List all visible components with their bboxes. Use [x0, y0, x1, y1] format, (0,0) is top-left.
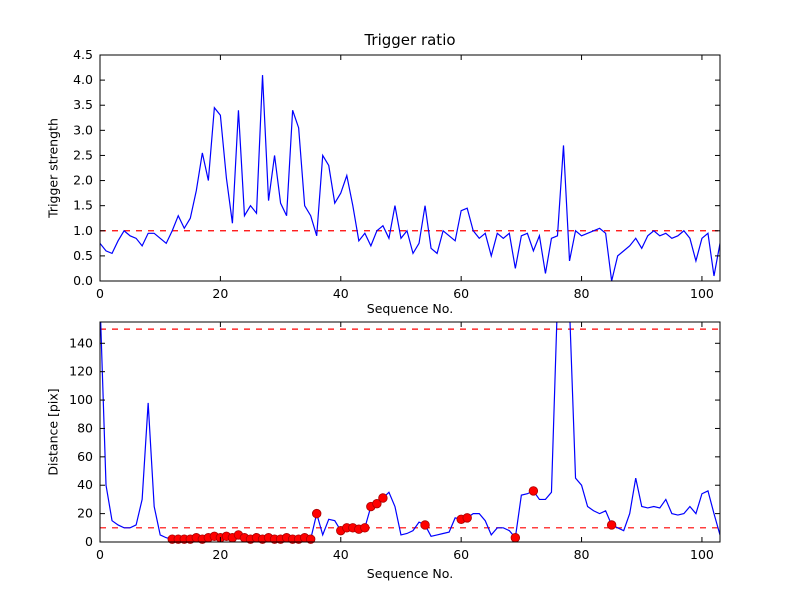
y-tick-label: 0.0 — [73, 273, 93, 288]
data-marker — [528, 486, 539, 496]
y-tick-label: 2.0 — [73, 173, 93, 188]
y-tick-label: 3.5 — [73, 97, 93, 112]
x-tick-label: 40 — [333, 547, 349, 562]
axes-frame — [99, 54, 721, 282]
data-marker — [606, 520, 617, 530]
y-tick-label: 4.0 — [73, 72, 93, 87]
bottom-x-axis-label: Sequence No. — [366, 566, 454, 581]
y-tick-label: 60 — [77, 449, 93, 464]
y-tick-label: 1.5 — [73, 198, 93, 213]
x-tick-label: 100 — [690, 547, 714, 562]
y-tick-label: 0 — [85, 534, 93, 549]
data-marker — [372, 498, 382, 509]
data-marker — [378, 493, 388, 503]
y-tick-label: 2.5 — [73, 147, 93, 162]
x-tick-label: 20 — [212, 286, 228, 301]
y-tick-label: 3.0 — [73, 122, 93, 137]
trigger-strength-line — [100, 75, 720, 281]
y-tick-label: 100 — [69, 392, 93, 407]
top-x-axis-label: Sequence No. — [366, 301, 454, 316]
y-tick-label: 120 — [69, 364, 93, 379]
data-marker — [311, 508, 322, 519]
x-tick-label: 100 — [690, 286, 714, 301]
y-tick-label: 40 — [77, 477, 93, 492]
x-tick-label: 60 — [453, 286, 469, 301]
data-marker — [420, 520, 430, 530]
x-tick-label: 0 — [96, 286, 104, 301]
data-marker — [360, 523, 370, 533]
data-marker — [462, 513, 472, 523]
x-tick-label: 40 — [333, 286, 349, 301]
data-marker — [510, 533, 521, 543]
x-tick-label: 80 — [574, 286, 590, 301]
top-chart-title: Trigger ratio — [364, 31, 456, 49]
y-tick-label: 80 — [77, 420, 93, 435]
top-y-axis-label: Trigger strength — [45, 118, 61, 218]
y-tick-label: 140 — [69, 335, 93, 350]
y-tick-label: 20 — [77, 506, 93, 521]
y-tick-label: 0.5 — [73, 248, 93, 263]
data-marker — [305, 534, 316, 544]
x-tick-label: 60 — [453, 547, 469, 562]
x-tick-label: 20 — [212, 547, 228, 562]
bottom-y-axis-label: Distance [pix] — [45, 388, 61, 476]
y-tick-label: 1.0 — [73, 223, 93, 238]
axes-frame — [99, 321, 721, 543]
x-tick-label: 80 — [574, 547, 590, 562]
y-tick-label: 4.5 — [73, 47, 93, 62]
x-tick-label: 0 — [96, 547, 104, 562]
